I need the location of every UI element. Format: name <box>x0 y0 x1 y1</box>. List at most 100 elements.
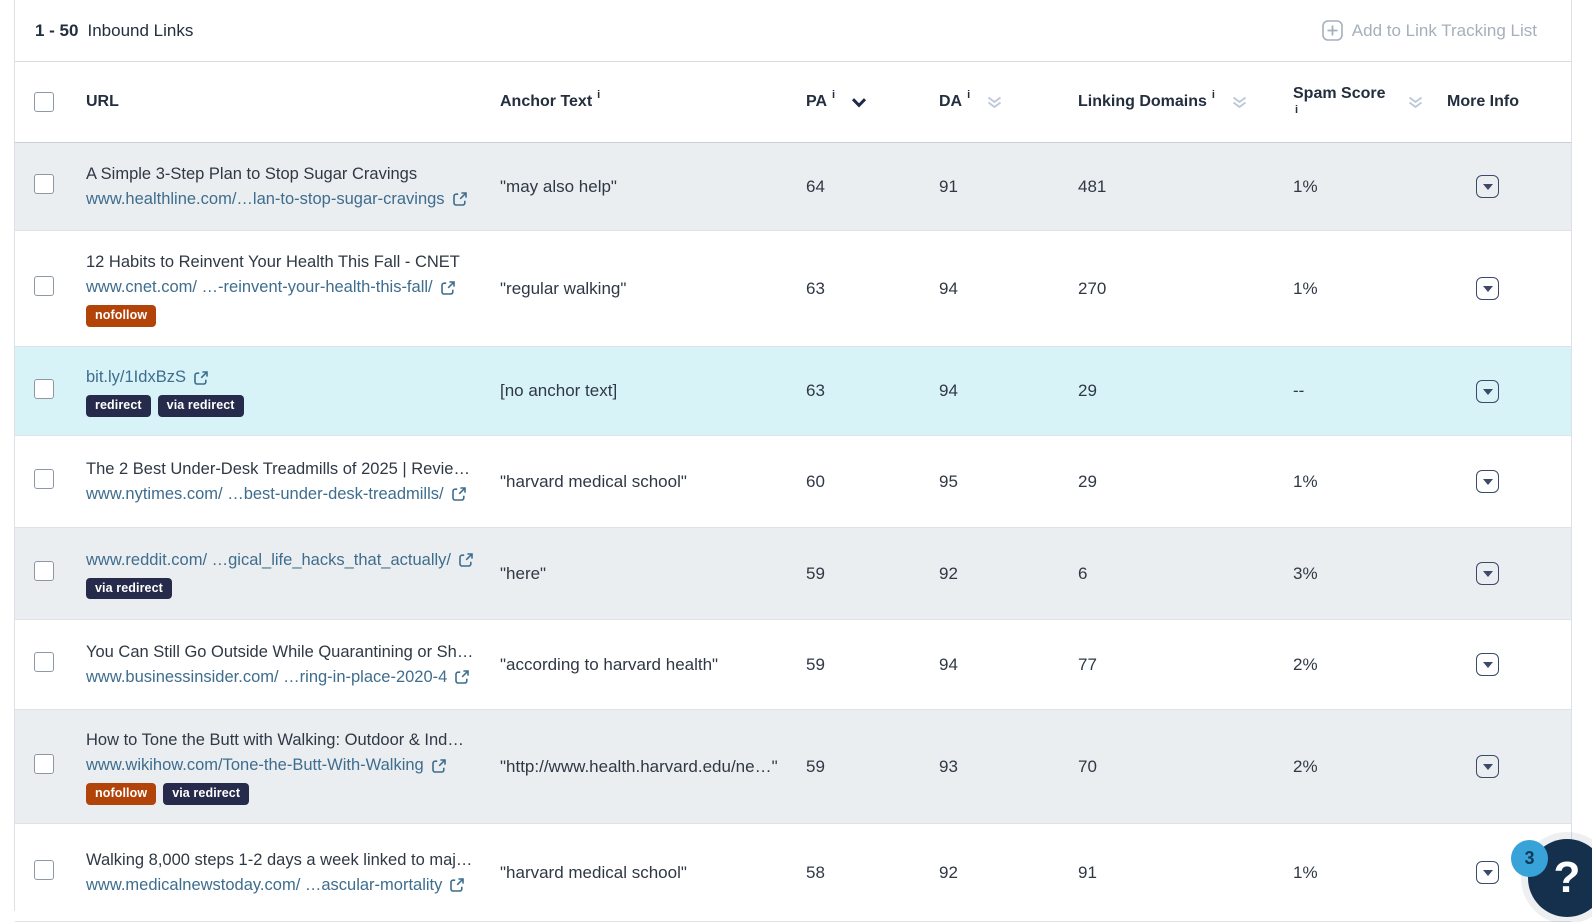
results-title: 1 - 50 Inbound Links <box>35 21 193 41</box>
row-checkbox[interactable] <box>34 378 54 399</box>
spam-score-value: -- <box>1293 381 1305 400</box>
info-icon[interactable]: i <box>597 89 601 101</box>
table-row: Walking 8,000 steps 1-2 days a week link… <box>15 824 1571 922</box>
more-info-button[interactable] <box>1476 755 1499 778</box>
spam-score-value: 3% <box>1293 563 1318 583</box>
nofollow-badge: nofollow <box>86 305 157 327</box>
link-page-title: You Can Still Go Outside While Quarantin… <box>86 642 474 661</box>
row-checkbox[interactable] <box>34 174 54 194</box>
anchor-text: "http://www.health.harvard.edu/ne…" <box>500 756 778 776</box>
linking-domains-value: 6 <box>1078 563 1088 583</box>
link-url[interactable]: www.medicalnewstoday.com/ …ascular-morta… <box>86 875 443 894</box>
add-to-link-tracking-list-button[interactable]: Add to Link Tracking List <box>1321 20 1537 41</box>
badge-row: redirect via redirect <box>86 395 244 417</box>
link-page-title: The 2 Best Under-Desk Treadmills of 2025… <box>86 459 470 478</box>
plus-icon <box>1321 20 1343 41</box>
row-checkbox[interactable] <box>34 754 54 774</box>
linking-domains-value: 91 <box>1078 862 1097 882</box>
info-icon[interactable]: i <box>1211 89 1215 101</box>
spam-score-value: 1% <box>1293 862 1318 882</box>
pa-value: 63 <box>806 278 825 298</box>
da-value: 93 <box>939 756 958 776</box>
more-info-button[interactable] <box>1476 277 1499 300</box>
sort-inactive-icon[interactable] <box>1231 96 1248 109</box>
url-cell: 12 Habits to Reinvent Your Health This F… <box>86 250 500 327</box>
column-header-linking-domains[interactable]: Linking Domains i <box>1078 89 1293 111</box>
link-url[interactable]: www.nytimes.com/ …best-under-desk-treadm… <box>86 484 444 503</box>
anchor-text: "regular walking" <box>500 278 627 298</box>
caret-down-icon <box>1482 388 1493 395</box>
results-range: 1 - 50 <box>35 20 79 40</box>
pa-value: 59 <box>806 654 825 674</box>
help-button[interactable]: ? <box>1528 839 1592 917</box>
inbound-links-panel: 1 - 50 Inbound Links Add to Link Tracking… <box>14 0 1572 922</box>
column-header-spam-score[interactable]: Spam Score i <box>1293 85 1447 119</box>
caret-down-icon <box>1482 184 1493 190</box>
da-value: 91 <box>939 176 958 196</box>
external-link-icon[interactable] <box>193 370 209 386</box>
more-info-button[interactable] <box>1476 861 1499 884</box>
pa-value: 58 <box>806 862 825 882</box>
more-info-button[interactable] <box>1476 470 1499 493</box>
anchor-text: "harvard medical school" <box>500 471 687 491</box>
link-url[interactable]: www.businessinsider.com/ …ring-in-place-… <box>86 667 448 686</box>
sort-desc-active-icon[interactable] <box>851 97 867 108</box>
linking-domains-value: 29 <box>1078 381 1097 400</box>
select-all-checkbox[interactable] <box>34 92 54 112</box>
anchor-text: "may also help" <box>500 176 617 196</box>
column-header-anchor-text: Anchor Text i <box>500 89 601 110</box>
external-link-icon[interactable] <box>452 191 468 207</box>
external-link-icon[interactable] <box>431 758 447 774</box>
link-url[interactable]: www.cnet.com/ …-reinvent-your-health-thi… <box>86 278 433 297</box>
caret-down-icon <box>1482 764 1493 770</box>
linking-domains-value: 29 <box>1078 471 1097 491</box>
column-header-url: URL <box>86 93 119 110</box>
table-row: bit.ly/1IdxBzS redirect via redirect [no … <box>15 347 1571 436</box>
pa-value: 60 <box>806 471 825 491</box>
info-icon[interactable]: i <box>832 89 836 101</box>
row-checkbox[interactable] <box>34 860 54 880</box>
more-info-button[interactable] <box>1476 175 1499 198</box>
more-info-button[interactable] <box>1476 379 1499 403</box>
spam-score-value: 1% <box>1293 471 1318 491</box>
question-mark-icon: ? <box>1553 853 1581 902</box>
external-link-icon[interactable] <box>451 486 467 502</box>
more-info-button[interactable] <box>1476 562 1499 585</box>
sort-inactive-icon[interactable] <box>1407 96 1424 109</box>
caret-down-icon <box>1482 479 1493 485</box>
da-value: 92 <box>939 563 958 583</box>
external-link-icon[interactable] <box>458 552 474 568</box>
badge-row: via redirect <box>86 577 172 600</box>
external-link-icon[interactable] <box>454 669 470 685</box>
notification-badge[interactable]: 3 <box>1511 840 1548 877</box>
link-page-title: How to Tone the Butt with Walking: Outdo… <box>86 731 464 750</box>
info-icon[interactable]: i <box>1295 104 1299 116</box>
sort-inactive-icon[interactable] <box>986 96 1003 109</box>
link-url[interactable]: www.healthline.com/…lan-to-stop-sugar-cr… <box>86 189 445 208</box>
anchor-text: [no anchor text] <box>500 381 618 400</box>
column-header-da[interactable]: DA i <box>939 89 1078 111</box>
url-cell: How to Tone the Butt with Walking: Outdo… <box>86 728 500 805</box>
more-info-button[interactable] <box>1476 653 1499 676</box>
link-url[interactable]: bit.ly/1IdxBzS <box>86 368 186 387</box>
anchor-text: "according to harvard health" <box>500 654 719 674</box>
redirect-badge: redirect <box>86 395 151 417</box>
redirect-badge: via redirect <box>163 783 250 805</box>
link-url[interactable]: www.reddit.com/ …gical_life_hacks_that_a… <box>86 550 452 569</box>
external-link-icon[interactable] <box>449 877 465 893</box>
row-checkbox[interactable] <box>34 561 54 581</box>
info-icon[interactable]: i <box>967 89 971 101</box>
table-row: The 2 Best Under-Desk Treadmills of 2025… <box>15 436 1571 528</box>
external-link-icon[interactable] <box>440 280 456 296</box>
row-checkbox[interactable] <box>34 276 54 296</box>
row-checkbox[interactable] <box>34 652 54 672</box>
da-value: 95 <box>939 471 958 491</box>
redirect-badge: via redirect <box>86 577 172 600</box>
linking-domains-value: 77 <box>1078 654 1097 674</box>
anchor-text: "here" <box>500 563 547 583</box>
spam-score-value: 1% <box>1293 176 1318 196</box>
link-url[interactable]: www.wikihow.com/Tone-the-Butt-With-Walki… <box>86 756 424 775</box>
column-header-pa[interactable]: PA i <box>806 89 939 111</box>
pa-value: 59 <box>806 756 825 776</box>
row-checkbox[interactable] <box>34 469 54 489</box>
